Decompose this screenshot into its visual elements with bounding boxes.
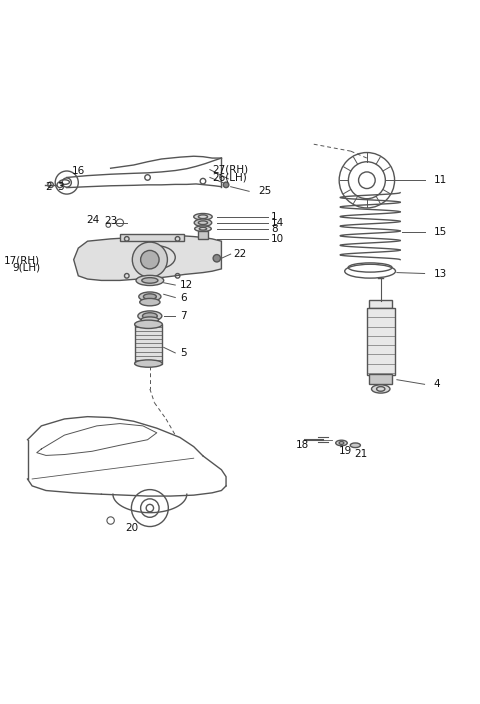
Ellipse shape bbox=[194, 219, 212, 227]
Text: 22: 22 bbox=[233, 249, 246, 259]
Text: 24: 24 bbox=[86, 215, 100, 225]
Text: 17(RH): 17(RH) bbox=[4, 256, 40, 265]
Ellipse shape bbox=[136, 275, 164, 286]
Circle shape bbox=[141, 251, 159, 269]
Polygon shape bbox=[73, 236, 221, 280]
Ellipse shape bbox=[138, 311, 162, 321]
Text: 16: 16 bbox=[72, 166, 85, 176]
Ellipse shape bbox=[134, 320, 162, 329]
Text: 6: 6 bbox=[180, 293, 187, 303]
Text: 10: 10 bbox=[271, 234, 285, 244]
Text: 13: 13 bbox=[434, 268, 447, 279]
Text: 3: 3 bbox=[58, 182, 64, 191]
Bar bbox=[367, 308, 395, 375]
Ellipse shape bbox=[336, 440, 347, 446]
Ellipse shape bbox=[195, 226, 211, 232]
Ellipse shape bbox=[372, 385, 390, 393]
Bar bbox=[120, 234, 184, 241]
Text: 9(LH): 9(LH) bbox=[12, 263, 40, 272]
Text: 4: 4 bbox=[434, 379, 441, 389]
Ellipse shape bbox=[140, 298, 160, 306]
Text: 18: 18 bbox=[296, 440, 309, 451]
Bar bbox=[369, 374, 392, 384]
Text: 27(RH): 27(RH) bbox=[212, 165, 248, 175]
Text: 2: 2 bbox=[45, 182, 51, 191]
Bar bbox=[369, 300, 392, 308]
Circle shape bbox=[132, 242, 168, 277]
Text: 25: 25 bbox=[258, 187, 272, 196]
Bar bbox=[198, 231, 207, 239]
Ellipse shape bbox=[194, 213, 212, 220]
Text: 1: 1 bbox=[271, 212, 278, 222]
Text: 26(LH): 26(LH) bbox=[212, 172, 247, 182]
Ellipse shape bbox=[350, 443, 360, 448]
Ellipse shape bbox=[144, 294, 156, 299]
Text: 5: 5 bbox=[180, 348, 187, 358]
Circle shape bbox=[223, 182, 229, 188]
Text: 11: 11 bbox=[434, 175, 447, 185]
Text: 8: 8 bbox=[271, 224, 278, 234]
Ellipse shape bbox=[142, 277, 158, 283]
Text: 14: 14 bbox=[271, 218, 285, 227]
Ellipse shape bbox=[141, 317, 158, 322]
Text: 19: 19 bbox=[339, 446, 352, 456]
Text: 12: 12 bbox=[180, 280, 193, 290]
Text: 23: 23 bbox=[104, 216, 117, 226]
Ellipse shape bbox=[134, 360, 162, 367]
Ellipse shape bbox=[143, 313, 157, 319]
Circle shape bbox=[213, 255, 220, 262]
Bar bbox=[134, 325, 162, 363]
Text: 15: 15 bbox=[434, 227, 447, 237]
Text: 7: 7 bbox=[180, 311, 187, 321]
Text: 20: 20 bbox=[125, 523, 138, 534]
Text: 21: 21 bbox=[354, 448, 368, 458]
Ellipse shape bbox=[139, 292, 161, 301]
